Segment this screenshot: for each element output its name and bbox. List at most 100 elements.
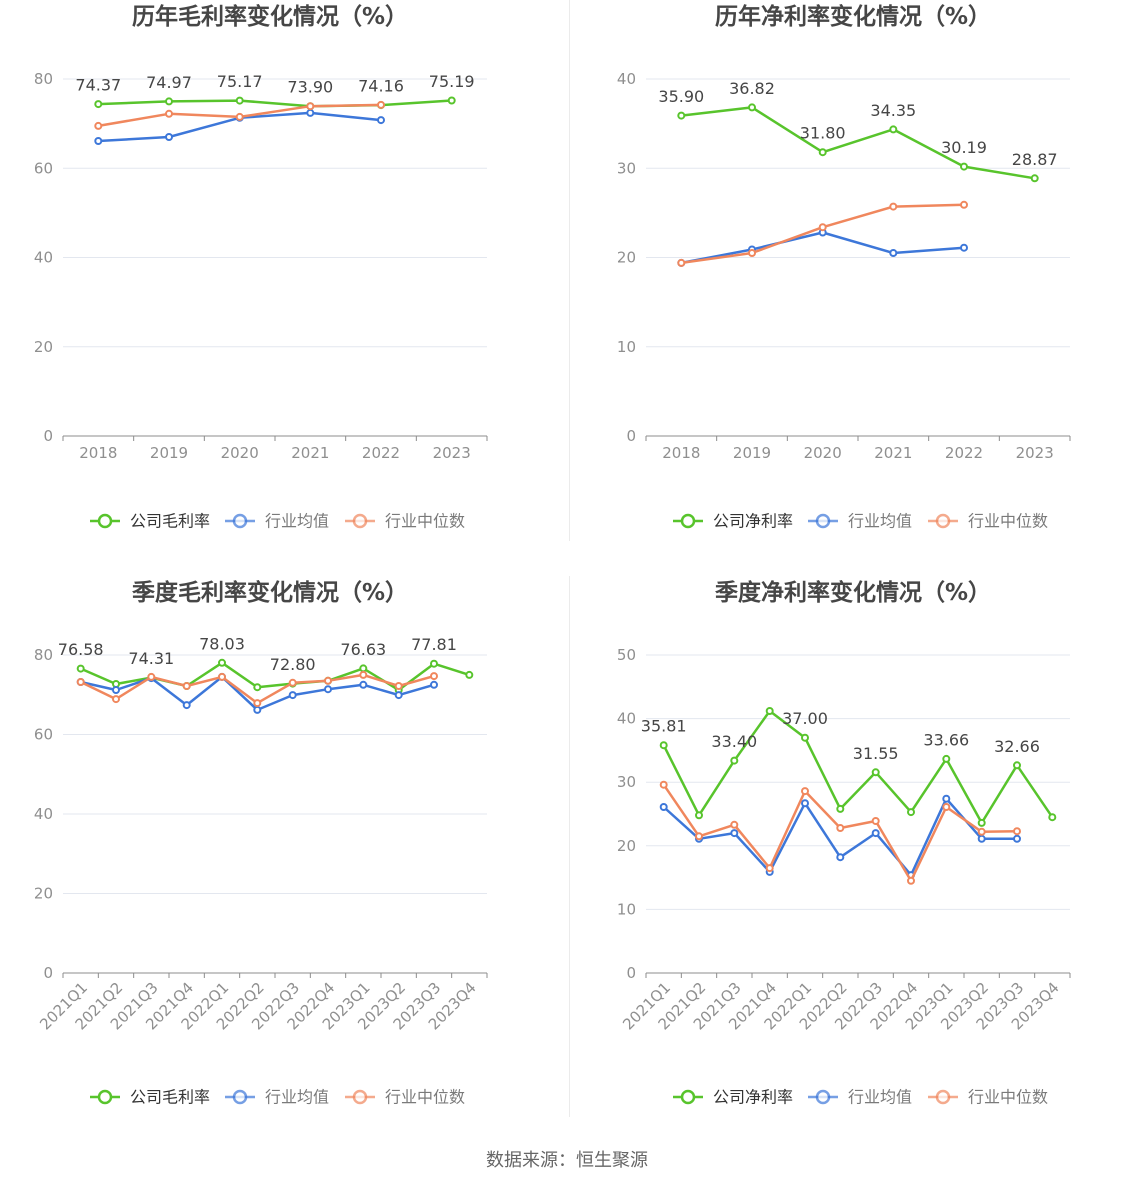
y-tick-label: 60 [34,159,53,177]
x-tick-label: 2022 [362,444,400,462]
y-tick-label: 0 [626,427,636,445]
industry-average-point [801,799,809,808]
y-tick-label: 20 [617,249,636,267]
y-tick-label: 20 [34,885,53,903]
annual-net-margin-chart: 历年净利率变化情况（%） 0 10 20 30 40 2018 2019 2020 2021 202… [617,3,1071,531]
industry-average-point [730,829,739,838]
legend-item-industry-average[interactable]: 行业均值 [808,512,912,531]
legend-item-company[interactable]: 公司净利率 [673,1088,793,1107]
legend-item-industry-median[interactable]: 行业中位数 [345,1088,465,1107]
industry-median-point [942,803,951,811]
legend-circle-marker-icon [97,513,113,529]
legend-circle-marker-icon [815,513,831,529]
industry-median-point [801,787,809,796]
x-tick-label: 2019 [150,444,188,462]
industry-median-line [662,783,1019,883]
company-point [253,683,262,692]
industry-median-point [1013,827,1021,836]
data-label: 76.58 [58,640,104,659]
industry-average-point [306,108,315,117]
legend-item-company[interactable]: 公司净利率 [673,512,793,531]
industry-average-point [112,686,120,694]
data-label: 30.19 [941,138,987,157]
x-tick-label: 2023 [433,444,471,462]
y-tick-label: 40 [617,710,636,728]
company-point [907,808,915,817]
data-label: 36.82 [729,79,775,98]
chart-title: 历年毛利率变化情况（%） [132,3,408,30]
company-point [359,664,368,673]
legend-label: 行业中位数 [968,1088,1048,1107]
legend-label: 公司净利率 [713,512,793,531]
industry-median-point [907,876,915,885]
company-point [942,754,951,763]
y-tick-label: 20 [34,338,53,356]
industry-median-point [288,678,297,687]
legend-item-industry-median[interactable]: 行业中位数 [928,512,1048,531]
data-label: 31.80 [800,124,846,143]
legend-item-industry-average[interactable]: 行业均值 [808,1088,912,1107]
industry-average-point [430,680,438,689]
legend-item-company[interactable]: 公司毛利率 [90,1088,210,1107]
y-tick-label: 10 [617,900,636,918]
legend-item-company[interactable]: 公司毛利率 [90,512,210,531]
legend-item-industry-average[interactable]: 行业均值 [225,512,329,531]
industry-average-point [94,137,103,145]
company-point [889,125,898,134]
company-point [447,96,456,105]
company-point [1048,813,1057,822]
y-tick-label: 30 [617,159,636,177]
vertical-divider-top [569,0,570,541]
chart-title: 季度净利率变化情况（%） [715,579,991,606]
industry-average-point [394,691,403,700]
data-label: 75.19 [429,72,475,91]
quarterly-gross-margin-chart: 季度毛利率变化情况（%）0204060802021Q12021Q22021Q32… [34,579,488,1107]
industry-median-point [818,223,827,232]
industry-median-point [394,682,403,690]
company-point [659,741,668,750]
data-label: 35.81 [641,717,687,736]
company-point [765,707,774,715]
industry-median-point [218,672,226,681]
chart-title: 历年净利率变化情况（%） [715,3,991,30]
company-point [1013,761,1021,770]
data-label: 33.66 [923,730,969,749]
legend-item-industry-median[interactable]: 行业中位数 [928,1088,1048,1107]
y-tick-label: 10 [617,338,636,356]
data-source-note: 数据来源：恒生聚源 [486,1150,648,1171]
industry-average-point [359,680,368,689]
industry-median-point [359,670,368,679]
data-label: 78.03 [199,634,245,653]
y-tick-label: 60 [34,726,53,744]
industry-average-point [377,116,385,125]
legend-circle-marker-icon [232,1089,248,1105]
industry-median-point [76,678,85,686]
x-tick-label: 2021 [874,444,912,462]
legend-circle-marker-icon [232,513,248,529]
legend-label: 行业中位数 [385,1088,465,1107]
industry-average-point [182,701,191,710]
industry-median-point [871,817,880,825]
industry-median-point [659,780,668,789]
industry-median-point [765,864,774,873]
legend-item-industry-median[interactable]: 行业中位数 [345,512,465,531]
industry-average-line [680,231,966,265]
legend-item-industry-average[interactable]: 行业均值 [225,1088,329,1107]
quarterly-net-margin-chart: 季度净利率变化情况（%）010203040502021Q12021Q22021Q… [617,579,1071,1107]
legend-circle-marker-icon [935,1089,951,1105]
industry-average-point [977,834,986,843]
data-label: 28.87 [1012,150,1058,169]
industry-average-point [288,691,297,700]
legend-label: 行业均值 [265,512,329,531]
data-label: 77.81 [411,635,457,654]
industry-median-point [182,682,191,690]
data-label: 76.63 [340,640,386,659]
industry-median-point [324,676,332,685]
legend-label: 公司毛利率 [130,512,210,531]
industry-average-point [871,829,880,838]
y-tick-label: 0 [43,427,53,445]
industry-median-point [235,112,244,121]
x-tick-label: 2020 [221,444,259,462]
company-line [680,106,1036,180]
industry-median-point [430,672,438,681]
